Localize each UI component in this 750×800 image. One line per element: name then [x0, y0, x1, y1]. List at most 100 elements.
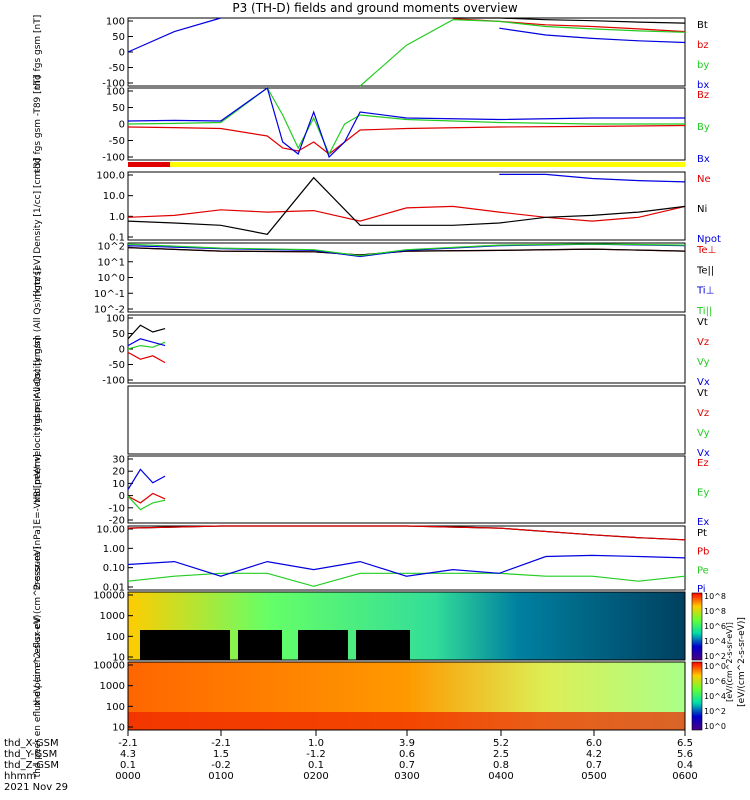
- y-axis-label: thd peir velocity gsm (All Qs) [km/s]: [33, 268, 43, 431]
- y-tick-label: 100: [106, 702, 125, 713]
- y-tick-label: 20: [112, 467, 125, 478]
- y-tick-label: 1.0: [109, 212, 125, 223]
- legend-entry: Pi: [697, 584, 706, 595]
- y-tick-label: 30: [112, 455, 125, 466]
- panel-frame: [127, 385, 686, 455]
- heatmap-low-band: [128, 712, 685, 730]
- footer-value: -0.2: [211, 760, 231, 771]
- legend-entry: Ti||: [696, 306, 712, 317]
- panel-frame: [127, 314, 686, 384]
- y-tick-label: 100: [106, 17, 125, 28]
- y-tick-label: 10^0: [98, 273, 125, 284]
- panel-1: 100 50 0 -50 -100 thd fgs gsm [nT] Bt bz by bx: [33, 15, 709, 91]
- footer-row-label: thd_Y-GSM: [4, 749, 57, 760]
- y-tick-label: -10: [109, 503, 125, 514]
- series-line: [127, 468, 166, 490]
- y-axis-label: E=-VxB [mV/m]: [33, 454, 43, 524]
- legend-entry: Pt: [697, 528, 707, 539]
- colorbar-tick: 10^4: [704, 692, 726, 701]
- y-tick-label: -50: [109, 360, 125, 371]
- footer-value: 0.7: [586, 760, 602, 771]
- heatmap-dark-region: [140, 630, 230, 660]
- series-line: [127, 324, 166, 340]
- y-axis-label: Pressure [nPa]: [33, 526, 43, 591]
- panel-frame: [127, 17, 686, 87]
- quality-bar-red: [128, 162, 170, 167]
- legend-entry: Pb: [697, 547, 709, 558]
- panel-frame: [127, 455, 686, 524]
- colorbar-tick: 10^8: [704, 592, 726, 601]
- y-tick-label: 10: [112, 479, 125, 490]
- y-tick-label: -50: [109, 63, 125, 74]
- legend-entry: Ne: [697, 174, 711, 185]
- panel-3: 100.0 10.0 1.0 0.1 Density [1/cc] [cm-3] Ne Ni…: [33, 158, 721, 253]
- panel-frame: [127, 171, 686, 241]
- colorbar-tick: 10^2: [704, 707, 726, 716]
- legend-entry: Vt: [697, 317, 708, 328]
- y-tick-label: 1.00: [103, 544, 125, 555]
- y-tick-label: 10000: [93, 661, 125, 672]
- colorbar-label: [eV/(cm^2-s-sr-eV)]: [737, 617, 747, 707]
- legend-entry: Ex: [697, 517, 709, 528]
- footer-value: 0.8: [493, 760, 509, 771]
- colorbar-top: [691, 592, 703, 661]
- legend-entry: Vx: [697, 377, 710, 388]
- colorbar: 10^810^810^610^410^210^010^610^410^210^0…: [691, 592, 747, 731]
- legend-entry: Vz: [697, 408, 709, 419]
- panel-6: thd peer velocity gsm (All Qs) [km/s] VtV…: [33, 337, 710, 503]
- y-tick-label: 100: [106, 314, 125, 325]
- footer-value: 6.0: [586, 738, 602, 749]
- y-tick-label: 100.0: [96, 171, 125, 182]
- series-line: [127, 205, 686, 222]
- footer-value: 4.3: [120, 749, 136, 760]
- panel-5: 100 50 0 -50 -100 thd peir velocity gsm (All …: [33, 268, 710, 431]
- footer-value: -2.1: [211, 738, 231, 749]
- y-axis-label: thd peer en eflux eV (cm^2-s-sr-eV): [33, 615, 43, 778]
- colorbar-tick: 10^2: [704, 652, 726, 661]
- y-tick-label: 0: [119, 345, 125, 356]
- footer-value: 0400: [488, 771, 513, 782]
- footer-value: 1.0: [308, 738, 324, 749]
- y-tick-label: 10^-2: [94, 305, 125, 316]
- y-tick-label: -100: [102, 79, 125, 90]
- y-tick-label: 0: [119, 48, 125, 59]
- legend-entry: Bz: [697, 90, 709, 101]
- footer-value: 0500: [581, 771, 606, 782]
- colorbar-label-top: [eV/(cm^2-s-sr-eV)]: [725, 622, 734, 702]
- colorbar-tick: 10^6: [704, 677, 726, 686]
- legend-entry: Ti⊥: [696, 286, 714, 297]
- series-line: [127, 87, 685, 159]
- series-line: [127, 338, 166, 347]
- footer-row-label: hhmm: [4, 771, 36, 782]
- footer-row-label: thd_Z-GSM: [4, 760, 59, 771]
- colorbar-tick: 10^0: [704, 722, 726, 731]
- panel-4: 10^2 10^1 10^0 10^-1 10^-2 mgtz [eV] Te⊥ Te|| Ti…: [33, 242, 716, 318]
- legend-entry: by: [697, 60, 709, 71]
- footer-value: -2.1: [118, 738, 138, 749]
- y-tick-label: 1000: [100, 681, 125, 692]
- colorbar-tick: 10^6: [704, 622, 726, 631]
- y-tick-label: 10^2: [98, 242, 125, 253]
- y-axis-label: thd fgs gsm -T89 [nT]: [33, 76, 43, 173]
- legend-entry: bx: [697, 80, 709, 91]
- y-tick-label: 50: [112, 329, 125, 340]
- y-tick-label: 10: [112, 653, 125, 664]
- y-tick-label: -20: [109, 516, 125, 527]
- y-tick-label: 10^-1: [94, 289, 125, 300]
- panel-frame: [127, 242, 686, 313]
- footer-value: 0.6: [399, 749, 415, 760]
- colorbar-tick: 10^8: [704, 607, 726, 616]
- series-line: [127, 351, 166, 364]
- y-tick-label: 0.1: [109, 233, 125, 244]
- y-axis-label: thd peer velocity gsm (All Qs) [km/s]: [33, 337, 43, 503]
- quality-bar-yellow: [170, 162, 685, 167]
- legend-entry: Bx: [697, 154, 710, 165]
- y-tick-label: 0.01: [103, 583, 125, 594]
- legend-entry: Ni: [697, 204, 707, 215]
- series-line: [127, 525, 686, 541]
- series-line: [127, 124, 686, 155]
- footer-row-label: thd_X-GSM: [4, 738, 59, 749]
- y-axis-label: mgtz [eV]: [33, 255, 43, 299]
- series-line: [127, 341, 166, 350]
